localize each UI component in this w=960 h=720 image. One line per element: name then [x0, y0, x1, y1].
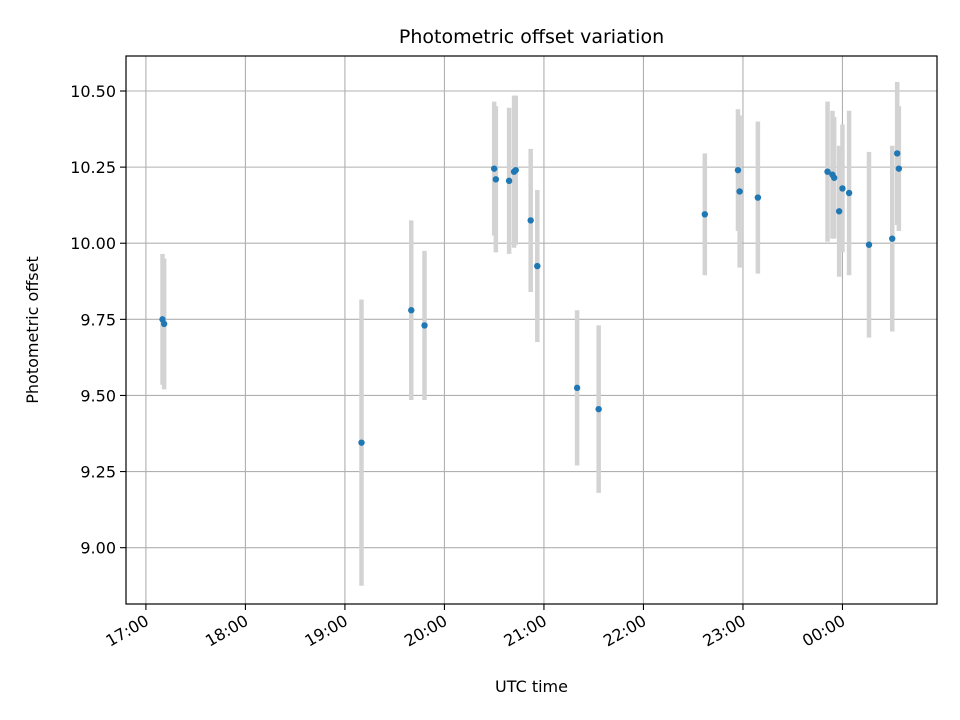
chart-title: Photometric offset variation — [399, 26, 664, 48]
y-tick-label: 9.00 — [80, 539, 116, 558]
data-points — [159, 150, 903, 446]
y-axis-ticks: 9.00 9.25 9.50 9.75 10.00 10.25 10.50 — [70, 82, 126, 558]
y-tick-label: 10.00 — [70, 234, 116, 253]
y-tick-label: 9.25 — [80, 463, 116, 482]
data-point — [492, 176, 500, 183]
data-point — [839, 185, 846, 192]
data-point — [358, 439, 365, 446]
y-tick-label: 10.25 — [70, 158, 116, 177]
data-point — [893, 150, 901, 157]
plot-frame — [125, 55, 938, 605]
y-tick-label: 10.50 — [70, 82, 116, 101]
y-axis-title: Photometric offset — [23, 256, 42, 404]
data-point — [824, 168, 831, 175]
data-point — [734, 166, 742, 174]
data-point — [736, 188, 743, 195]
y-tick-label: 9.50 — [80, 386, 116, 405]
data-point — [512, 166, 519, 174]
data-point — [421, 322, 428, 329]
data-point — [865, 241, 873, 248]
data-point — [505, 177, 513, 185]
data-point — [527, 217, 534, 224]
data-point — [754, 194, 762, 201]
data-point — [830, 174, 838, 181]
x-axis-title: UTC time — [495, 677, 568, 696]
data-point — [701, 211, 709, 218]
data-point — [160, 320, 168, 328]
data-point — [845, 189, 853, 197]
y-tick-label: 9.75 — [80, 310, 116, 329]
data-point — [835, 208, 843, 215]
data-point — [408, 307, 415, 314]
data-point — [895, 165, 903, 172]
data-point — [889, 235, 896, 242]
data-point — [490, 165, 498, 172]
data-point — [534, 262, 541, 270]
data-point — [573, 384, 581, 392]
data-point — [595, 405, 602, 413]
